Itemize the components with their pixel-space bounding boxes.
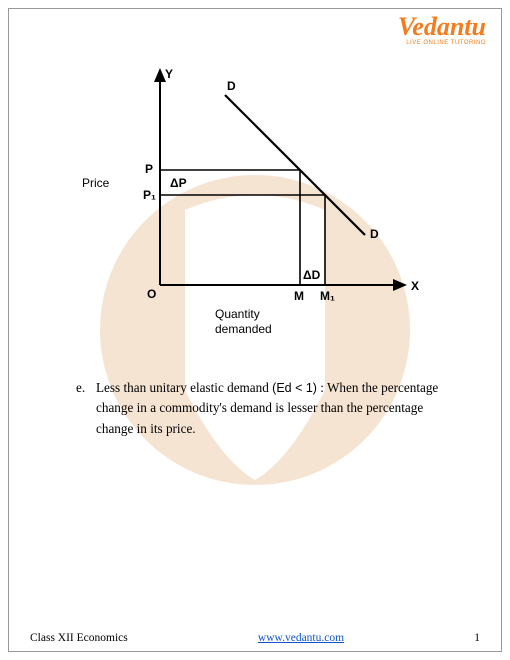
header: Vedantu LIVE ONLINE TUTORING bbox=[398, 14, 486, 46]
brand-tagline: LIVE ONLINE TUTORING bbox=[398, 40, 486, 46]
p1-label: P₁ bbox=[143, 188, 156, 202]
footer-page-number: 1 bbox=[474, 632, 480, 644]
delta-p-label: ΔP bbox=[170, 176, 187, 190]
m-label: M bbox=[294, 289, 304, 303]
origin-label: O bbox=[147, 287, 156, 301]
demand-curve-chart: Y X O D D P P₁ M M₁ ΔP ΔD Price Quantity… bbox=[65, 60, 445, 360]
body-paragraph: e. Less than unitary elastic demand (Ed … bbox=[30, 378, 480, 439]
footer-link[interactable]: www.vedantu.com bbox=[258, 632, 344, 644]
text-part1: Less than unitary elastic demand bbox=[96, 380, 272, 395]
d-bottom-label: D bbox=[370, 227, 379, 241]
d-top-label: D bbox=[227, 79, 236, 93]
paragraph-text: Less than unitary elastic demand (Ed < 1… bbox=[96, 378, 452, 439]
main-content: Y X O D D P P₁ M M₁ ΔP ΔD Price Quantity… bbox=[30, 60, 480, 439]
delta-d-label: ΔD bbox=[303, 268, 321, 282]
brand-logo: Vedantu bbox=[398, 14, 486, 40]
y-axis-end-label: Y bbox=[165, 67, 173, 81]
footer-left: Class XII Economics bbox=[30, 632, 128, 644]
x-axis-title-line2: demanded bbox=[215, 322, 272, 336]
x-axis-end-label: X bbox=[411, 279, 419, 293]
x-axis-title-line1: Quantity bbox=[215, 307, 260, 321]
bullet-marker: e. bbox=[76, 378, 96, 439]
demand-line bbox=[225, 95, 365, 235]
m1-label: M₁ bbox=[320, 289, 335, 303]
page-footer: Class XII Economics www.vedantu.com 1 bbox=[30, 632, 480, 644]
condition-text: (Ed < 1) bbox=[272, 381, 317, 395]
p-label: P bbox=[145, 162, 153, 176]
y-axis-title: Price bbox=[82, 176, 110, 190]
